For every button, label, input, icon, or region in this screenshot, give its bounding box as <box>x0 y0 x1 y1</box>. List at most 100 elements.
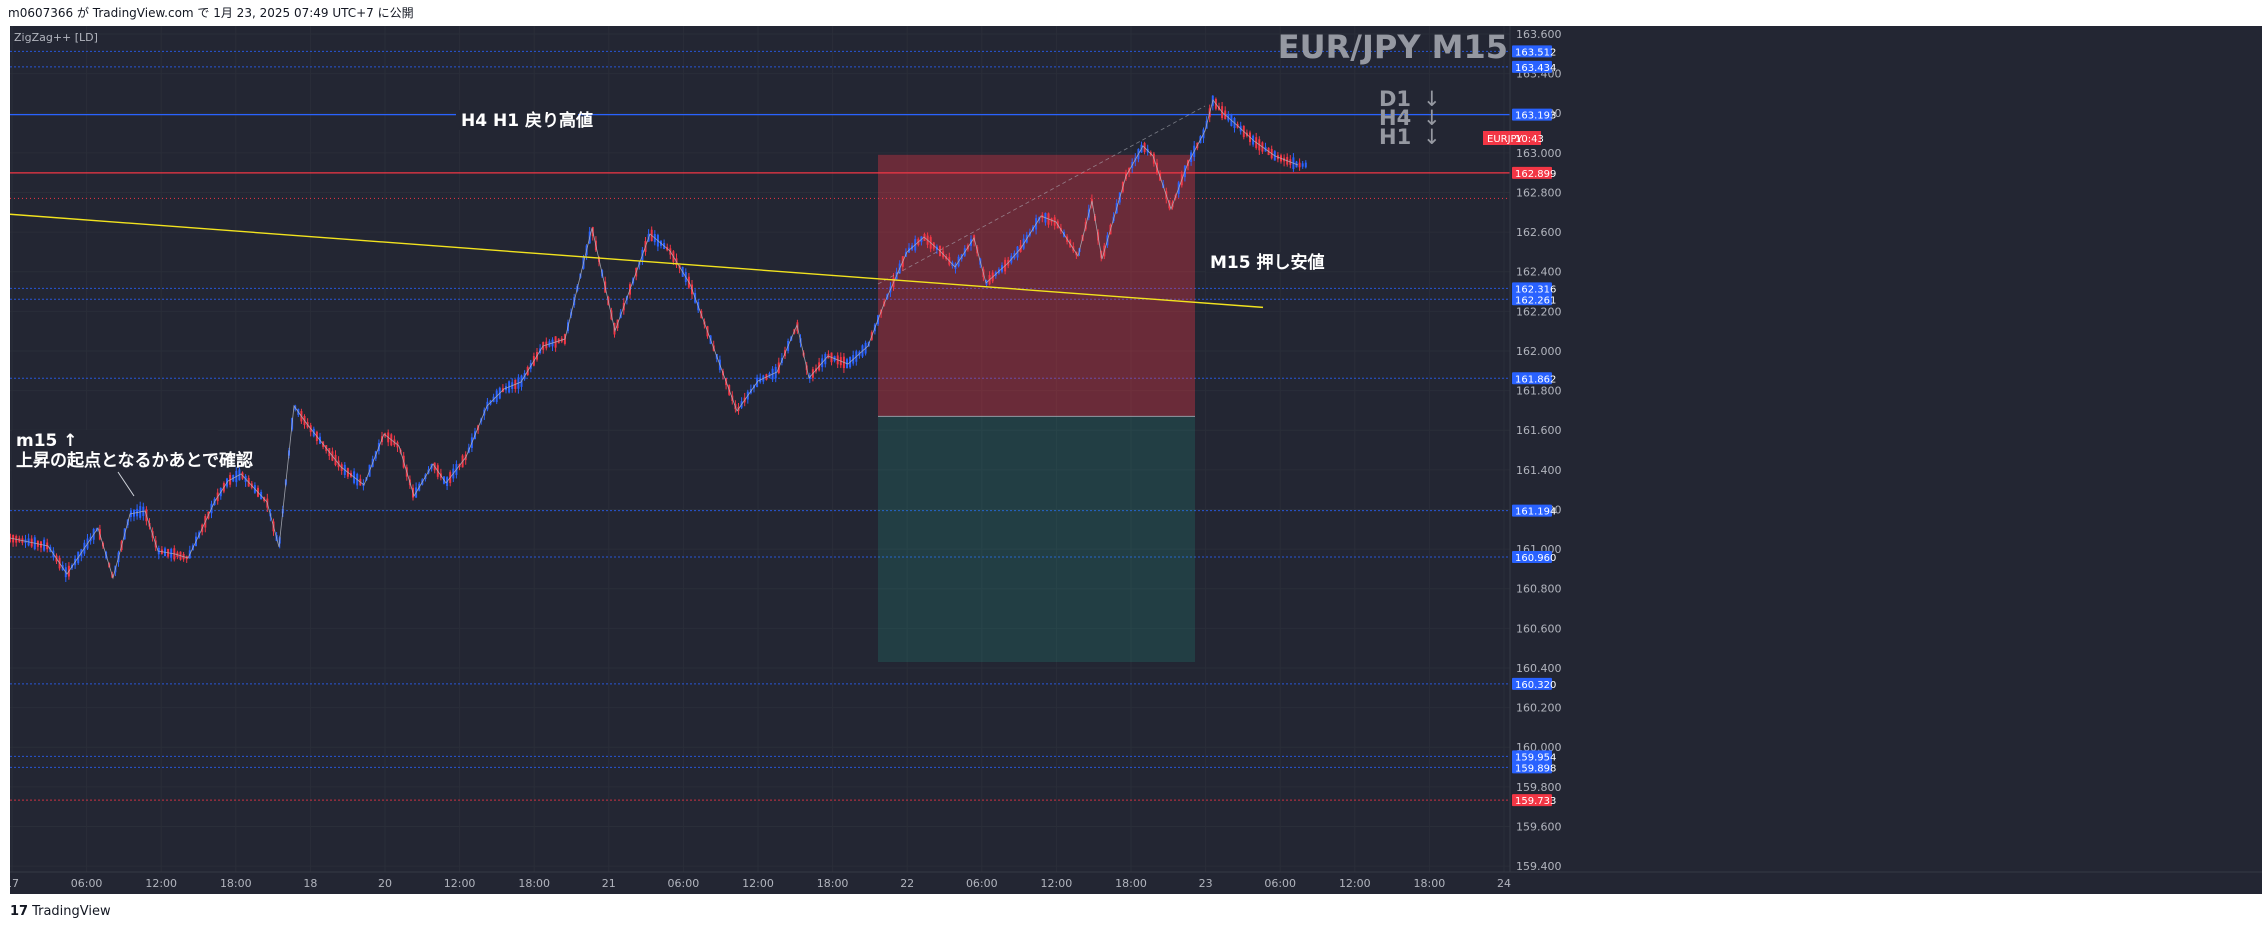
symbol-title: EUR/JPY M15 <box>1278 28 1508 66</box>
price-label-tag <box>1512 60 1552 73</box>
time-tick-label: 18:00 <box>817 877 849 890</box>
current-price-label: EURJPY 10:43 <box>1483 131 1544 145</box>
price-label-text: 162.261 <box>1515 295 1556 306</box>
price-label-tag <box>1512 45 1552 58</box>
current-price-symbol-tag <box>1483 131 1541 145</box>
time-tick-label: 24 <box>1497 877 1511 890</box>
candlestick-chart[interactable]: ZigZag++ [LD] EUR/JPY M15 H4 H1 戻り高値 M15… <box>5 26 2262 894</box>
time-axis-bg <box>10 872 2262 894</box>
price-label-text: 162.316 <box>1515 284 1556 295</box>
price-tick-label: 159.800 <box>1516 781 1562 794</box>
price-label-text: 161.194 <box>1515 507 1556 518</box>
time-tick-label: 12:00 <box>742 877 774 890</box>
take-profit-zone <box>878 416 1195 663</box>
price-axis: 163.600163.400163.200163.000162.800162.6… <box>1509 26 2262 894</box>
candle-body <box>1304 162 1307 168</box>
zigzag-projection <box>877 105 1206 285</box>
tv-logo-icon: 17 <box>10 904 29 919</box>
price-label-tag <box>1512 750 1552 763</box>
support-label-bg <box>1206 252 1298 272</box>
current-price-symbol: EURJPY <box>1487 134 1523 145</box>
price-tick-label: 160.400 <box>1516 662 1562 675</box>
stop-loss-zone <box>878 154 1195 417</box>
grid-lines <box>10 26 1510 872</box>
price-label-text: 163.434 <box>1515 63 1556 74</box>
note-line1: m15 ↑ <box>16 431 78 451</box>
chart-pane[interactable]: ZigZag++ [LD] EUR/JPY M15 H4 H1 戻り高値 M15… <box>5 26 2262 894</box>
resistance-label-bg <box>456 110 578 130</box>
current-price-countdown: 10:43 <box>1515 134 1544 145</box>
horizontal-levels <box>10 50 1510 801</box>
price-tick-label: 160.800 <box>1516 583 1562 596</box>
price-label-text: 159.898 <box>1515 763 1556 774</box>
time-tick-label: 18:00 <box>1115 877 1147 890</box>
time-tick-label: 06:00 <box>966 877 998 890</box>
price-axis-bg <box>1510 26 2262 894</box>
trendline-line <box>9 213 1264 309</box>
time-tick-label: 12:00 <box>1041 877 1073 890</box>
price-tick-label: 159.600 <box>1516 820 1562 833</box>
tf-d1-label: D1 <box>1379 87 1411 111</box>
time-tick-label: 06:00 <box>71 877 103 890</box>
time-tick-label: 22 <box>900 877 914 890</box>
price-label-tag <box>1512 282 1552 295</box>
brand-text: TradingView <box>32 904 111 919</box>
price-tick-label: 162.800 <box>1516 186 1562 199</box>
annotations: ZigZag++ [LD] EUR/JPY M15 H4 H1 戻り高値 M15… <box>12 28 1508 497</box>
tradingview-logo[interactable]: 17 TradingView <box>10 904 111 919</box>
publish-header: m0607366 が TradingView.com で 1月 23, 2025… <box>0 0 2263 26</box>
price-label-text: 163.512 <box>1515 47 1556 58</box>
support-label: M15 押し安値 <box>1210 252 1325 273</box>
time-tick-label: 18:00 <box>220 877 252 890</box>
price-tick-label: 159.400 <box>1516 860 1562 873</box>
price-tick-label: 163.000 <box>1516 147 1562 160</box>
position-box <box>878 154 1195 663</box>
time-tick-label: 12:00 <box>1339 877 1371 890</box>
candle-body <box>1301 163 1304 167</box>
price-tick-label: 162.600 <box>1516 226 1562 239</box>
price-label-text: 163.193 <box>1515 111 1556 122</box>
time-tick-label: 18:00 <box>518 877 550 890</box>
price-label-tag <box>1512 551 1552 564</box>
time-tick-label: 20 <box>378 877 392 890</box>
indicator-label: ZigZag++ [LD] <box>14 31 98 44</box>
price-label-tag <box>1512 166 1552 179</box>
price-tick-label: 162.000 <box>1516 345 1562 358</box>
price-label-tag <box>1512 293 1552 306</box>
time-tick-label: 18 <box>303 877 317 890</box>
price-tick-label: 161.600 <box>1516 424 1562 437</box>
note-bg <box>12 430 218 480</box>
tf-h1-arrow-icon: ↓ <box>1423 125 1441 149</box>
time-tick-label: 12:00 <box>444 877 476 890</box>
price-label-text: 160.960 <box>1515 553 1556 564</box>
tf-d1-arrow-icon: ↓ <box>1423 87 1441 111</box>
price-tick-label: 161.800 <box>1516 385 1562 398</box>
price-labels: 163.512 163.434 163.193 162.899 162.316162.2… <box>1512 45 1556 807</box>
resistance-label: H4 H1 戻り高値 <box>461 110 593 131</box>
price-tick-label: 162.200 <box>1516 305 1562 318</box>
time-axis: 17 06:00 12:00 18:00 18 20 12:00 18:00 21 06:00 12… <box>5 871 2262 894</box>
time-tick-label: 18:00 <box>1414 877 1446 890</box>
time-tick-label: 06:00 <box>668 877 700 890</box>
time-tick-label: 06:00 <box>1264 877 1296 890</box>
price-label-text: 162.899 <box>1515 169 1556 180</box>
price-tick-label: 161.400 <box>1516 464 1562 477</box>
time-tick-label: 21 <box>602 877 616 890</box>
price-label-tag <box>1512 677 1552 690</box>
tf-h1-label: H1 <box>1379 125 1411 149</box>
price-label-text: 159.954 <box>1515 752 1556 763</box>
note-arrow <box>117 471 135 497</box>
price-label-tag <box>1512 794 1552 807</box>
note-line2: 上昇の起点となるかあとで確認 <box>16 450 253 471</box>
price-label-text: 159.733 <box>1515 796 1556 807</box>
price-label-text: 160.320 <box>1515 680 1556 691</box>
zigzag-polyline <box>9 99 1299 580</box>
time-tick-label: 12:00 <box>145 877 177 890</box>
time-tick-label: 23 <box>1199 877 1213 890</box>
price-label-text: 161.862 <box>1515 374 1556 385</box>
price-label-tag <box>1512 108 1552 121</box>
price-label-tag <box>1512 761 1552 774</box>
price-tick-label: 162.400 <box>1516 266 1562 279</box>
zigzag-lines <box>9 99 1299 580</box>
price-tick-label: 163.600 <box>1516 28 1562 41</box>
